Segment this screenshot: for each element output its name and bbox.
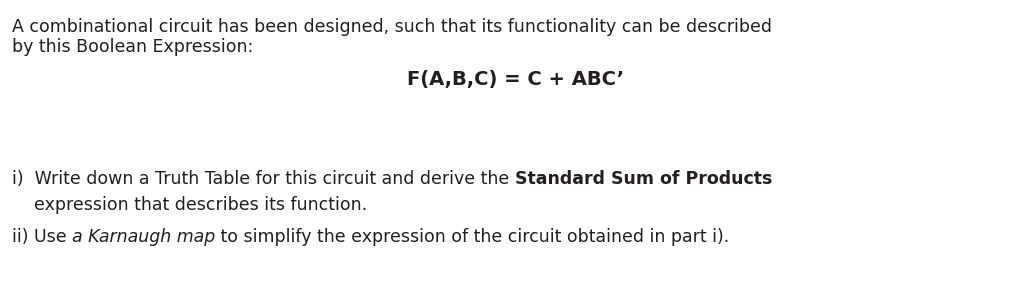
Text: A combinational circuit has been designed, such that its functionality can be de: A combinational circuit has been designe… xyxy=(12,18,772,36)
Text: by this Boolean Expression:: by this Boolean Expression: xyxy=(12,38,253,56)
Text: ii) Use: ii) Use xyxy=(12,228,72,246)
Text: expression that describes its function.: expression that describes its function. xyxy=(12,196,367,214)
Text: to simplify the expression of the circuit obtained in part i).: to simplify the expression of the circui… xyxy=(216,228,730,246)
Text: Standard Sum of Products: Standard Sum of Products xyxy=(515,170,772,188)
Text: F(A,B,C) = C + ABC’: F(A,B,C) = C + ABC’ xyxy=(408,70,624,89)
Text: i)  Write down a Truth Table for this circuit and derive the: i) Write down a Truth Table for this cir… xyxy=(12,170,515,188)
Text: a Karnaugh map: a Karnaugh map xyxy=(72,228,216,246)
